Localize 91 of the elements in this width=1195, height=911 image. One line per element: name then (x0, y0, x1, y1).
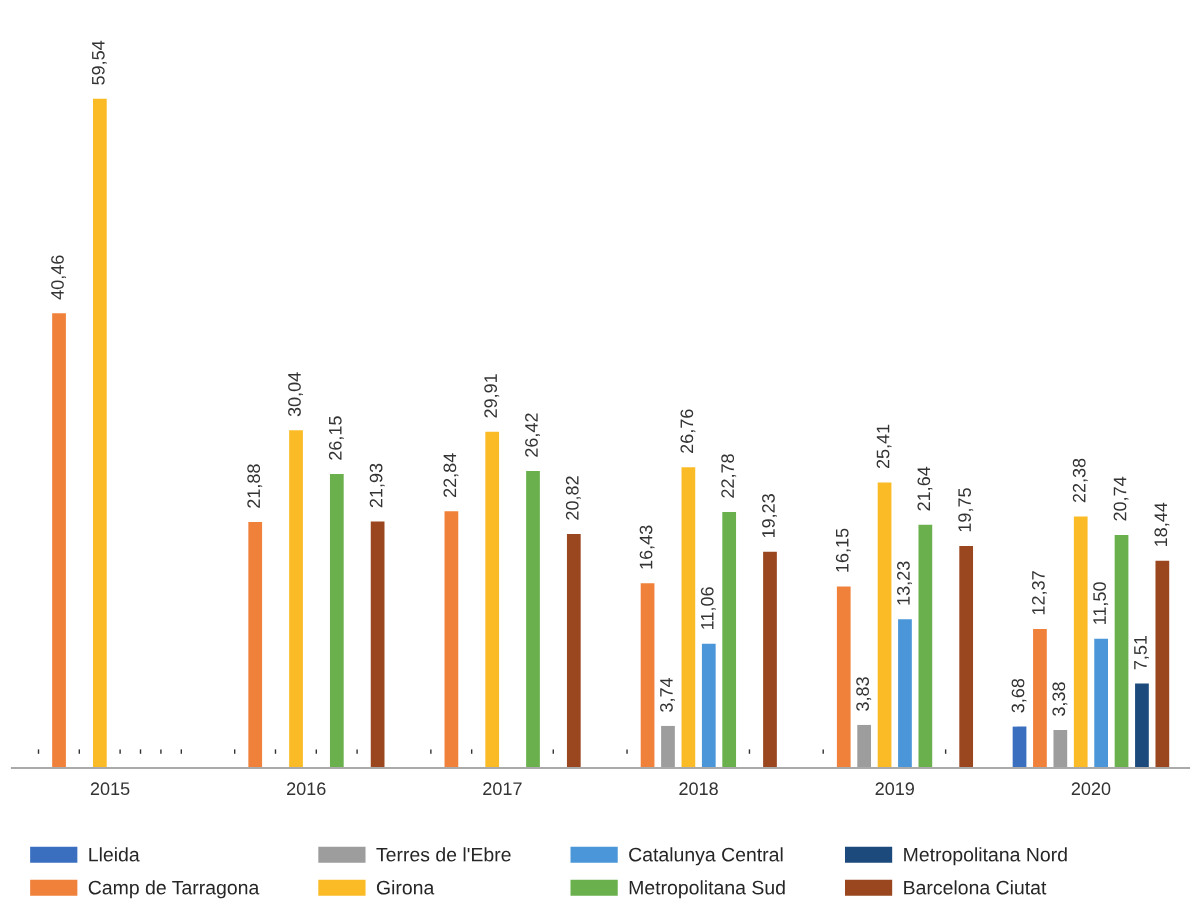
bar (1053, 729, 1068, 768)
legend-label: Barcelona Ciutat (904, 880, 1047, 895)
data-label: 11,50 (1093, 582, 1109, 624)
data-label: 16,15 (835, 528, 851, 572)
data-label: 30,04 (288, 372, 303, 417)
bar (1073, 516, 1088, 768)
data-label: 3,68 (1011, 678, 1027, 713)
text: - (356, 749, 358, 754)
data-label: 22,38 (1072, 458, 1088, 503)
text: - (944, 749, 947, 754)
data-label: 21,88 (247, 464, 263, 508)
data-label: 25,41 (876, 424, 892, 469)
bar (92, 98, 107, 768)
x-tick-label: 2019 (875, 782, 914, 796)
data-label: 26,15 (328, 416, 344, 460)
bar (918, 524, 933, 768)
bar (1135, 683, 1149, 768)
text: - (233, 749, 236, 754)
legend-label: Camp de Tarragona (88, 880, 260, 899)
data-label: 29,91 (484, 374, 500, 418)
bar (959, 546, 974, 768)
bar (566, 533, 581, 768)
data-label: 20,74 (1113, 476, 1129, 521)
text: - (430, 749, 432, 754)
data-label: 7,51 (1134, 635, 1149, 670)
data-label: 26,76 (680, 409, 696, 453)
bar (1155, 560, 1170, 768)
bar (640, 583, 655, 768)
data-label: 40,46 (51, 255, 67, 300)
data-label: 21,93 (369, 463, 385, 508)
data-label: 59,54 (91, 40, 107, 85)
legend-label: Catalunya Central (629, 847, 783, 866)
text: - (78, 749, 81, 754)
text: - (470, 749, 473, 754)
data-label: 20,82 (565, 476, 581, 520)
legend-label: Girona (376, 880, 435, 895)
text: - (274, 749, 277, 754)
bar (1114, 534, 1129, 768)
data-label: 19,75 (958, 488, 974, 532)
data-label: 3,83 (856, 677, 872, 711)
bar (370, 521, 385, 768)
bar (1094, 638, 1108, 768)
bar (877, 482, 892, 768)
data-label: 12,37 (1031, 571, 1047, 615)
data-label: 3,38 (1052, 682, 1068, 716)
data-label: 11,06 (700, 587, 716, 629)
bar (701, 643, 716, 768)
bar (289, 430, 303, 768)
legend-label: Terres de l'Ebre (376, 847, 511, 862)
bar (857, 724, 872, 768)
bar (329, 474, 344, 768)
bar (722, 511, 737, 768)
bar (1012, 726, 1027, 768)
legend-label: Lleida (89, 847, 140, 862)
bar (661, 725, 675, 768)
bar (898, 619, 912, 768)
data-label: 21,64 (917, 466, 933, 511)
legend-label: Metropolitana Nord (904, 847, 1067, 866)
data-label: 3,74 (660, 677, 675, 712)
text: - (139, 749, 142, 754)
data-label: 22,84 (443, 453, 459, 497)
bar (763, 551, 777, 768)
bar (485, 431, 500, 768)
data-label: 18,44 (1154, 502, 1170, 546)
text: - (160, 749, 162, 754)
bar (52, 313, 66, 768)
bar (444, 511, 459, 768)
data-label: 22,78 (721, 454, 737, 498)
data-label: 19,23 (762, 494, 777, 538)
data-label: 13,23 (897, 561, 912, 605)
data-label: 16,43 (639, 525, 655, 569)
bar (681, 467, 696, 768)
bar (836, 586, 851, 768)
text: - (180, 749, 183, 754)
bar (526, 471, 540, 768)
legend-label: Metropolitana Sud (629, 880, 785, 899)
bar (1033, 628, 1047, 768)
x-tick-label: 2017 (483, 782, 522, 796)
text: - (748, 749, 751, 754)
x-tick-label: 2018 (679, 782, 718, 796)
x-tick-label: 2020 (1071, 782, 1111, 796)
text: - (37, 749, 40, 754)
bar (248, 522, 263, 768)
data-label: 26,42 (525, 413, 540, 457)
x-tick-label: 2016 (287, 782, 326, 796)
text: - (626, 749, 628, 754)
text: - (822, 749, 824, 754)
text: - (315, 749, 317, 754)
x-tick-label: 2015 (90, 782, 130, 796)
text: - (552, 749, 554, 754)
text: - (119, 749, 121, 754)
